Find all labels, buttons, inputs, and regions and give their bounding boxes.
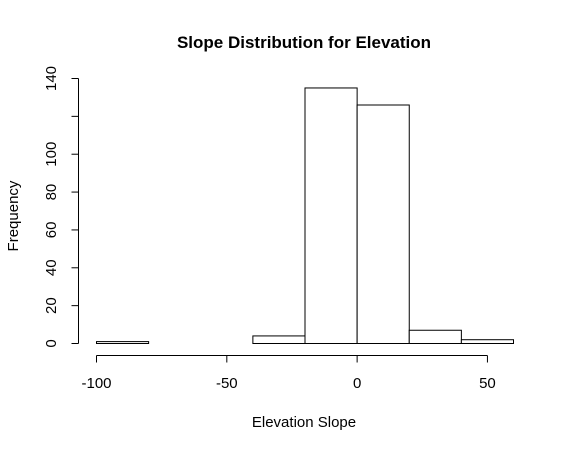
bars-group <box>96 87 514 345</box>
histogram-bar-6 <box>408 329 462 344</box>
histogram-bar-5 <box>356 104 410 344</box>
y-tick-label: 80 <box>43 184 60 201</box>
x-tick-label: -100 <box>81 375 111 392</box>
y-tick-label: 20 <box>43 297 60 314</box>
y-tick-label: 0 <box>43 339 60 347</box>
chart-title: Slope Distribution for Elevation <box>177 33 431 52</box>
x-axis-label: Elevation Slope <box>252 414 356 431</box>
histogram-bar-0 <box>96 341 150 345</box>
x-tick-label: -50 <box>216 375 238 392</box>
x-tick-label: 50 <box>479 375 496 392</box>
y-tick-label: 40 <box>43 259 60 276</box>
y-tick-label: 60 <box>43 222 60 239</box>
y-axis-label: Frequency <box>5 180 22 251</box>
histogram-bar-7 <box>460 339 514 345</box>
y-axis: 0 20 40 60 80 100 140 <box>43 66 79 348</box>
histogram-bar-3 <box>252 335 306 344</box>
x-tick-label: 0 <box>353 375 361 392</box>
x-axis: -100 -50 0 50 <box>81 355 496 392</box>
y-tick-label: 100 <box>43 142 60 167</box>
histogram-bar-4 <box>304 87 358 345</box>
y-tick-label: 140 <box>43 66 60 91</box>
